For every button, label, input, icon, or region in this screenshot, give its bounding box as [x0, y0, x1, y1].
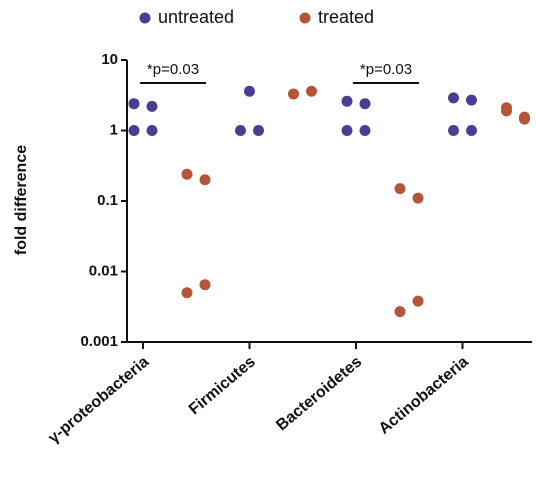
x-tick-label: Actinobacteria: [376, 353, 472, 438]
y-tick-label: 0.001: [80, 333, 118, 350]
data-point: [394, 306, 406, 318]
data-point: [359, 98, 371, 110]
y-tick-label: 10: [101, 51, 118, 68]
data-point: [501, 102, 512, 114]
x-tick-label: γ-proteobacteria: [45, 353, 152, 447]
data-point: [466, 94, 477, 106]
data-point: [181, 168, 193, 180]
data-point: [128, 98, 140, 110]
data-point: [519, 111, 530, 123]
data-point: [199, 279, 211, 291]
data-point: [466, 125, 477, 136]
data-point: [146, 100, 158, 112]
annotation: *p=0.03: [147, 61, 199, 78]
x-tick-label: Bacteroidetes: [273, 353, 365, 434]
data-point: [306, 85, 317, 97]
data-point: [199, 174, 211, 186]
data-point: [146, 125, 158, 136]
y-tick-label: 1: [110, 121, 118, 138]
x-tick-label: Firmicutes: [186, 353, 259, 418]
y-axis-title: fold difference: [13, 145, 30, 255]
data-point: [412, 295, 424, 307]
data-point: [181, 287, 193, 299]
data-point: [244, 85, 255, 97]
y-tick-label: 0.1: [97, 192, 118, 209]
legend-label: treated: [318, 7, 374, 27]
data-point: [412, 192, 424, 204]
data-point: [128, 125, 140, 136]
annotation: *p=0.03: [360, 61, 412, 78]
data-point: [235, 125, 246, 136]
data-point: [253, 125, 264, 136]
data-point: [394, 183, 406, 195]
data-point: [359, 125, 371, 136]
legend-marker: [299, 12, 311, 24]
data-point: [448, 92, 459, 104]
data-point: [448, 125, 459, 136]
data-point: [341, 95, 353, 107]
data-point: [288, 88, 299, 100]
legend-marker: [139, 12, 151, 24]
legend-label: untreated: [158, 7, 234, 27]
y-tick-label: 0.01: [89, 262, 118, 279]
data-point: [341, 125, 353, 136]
